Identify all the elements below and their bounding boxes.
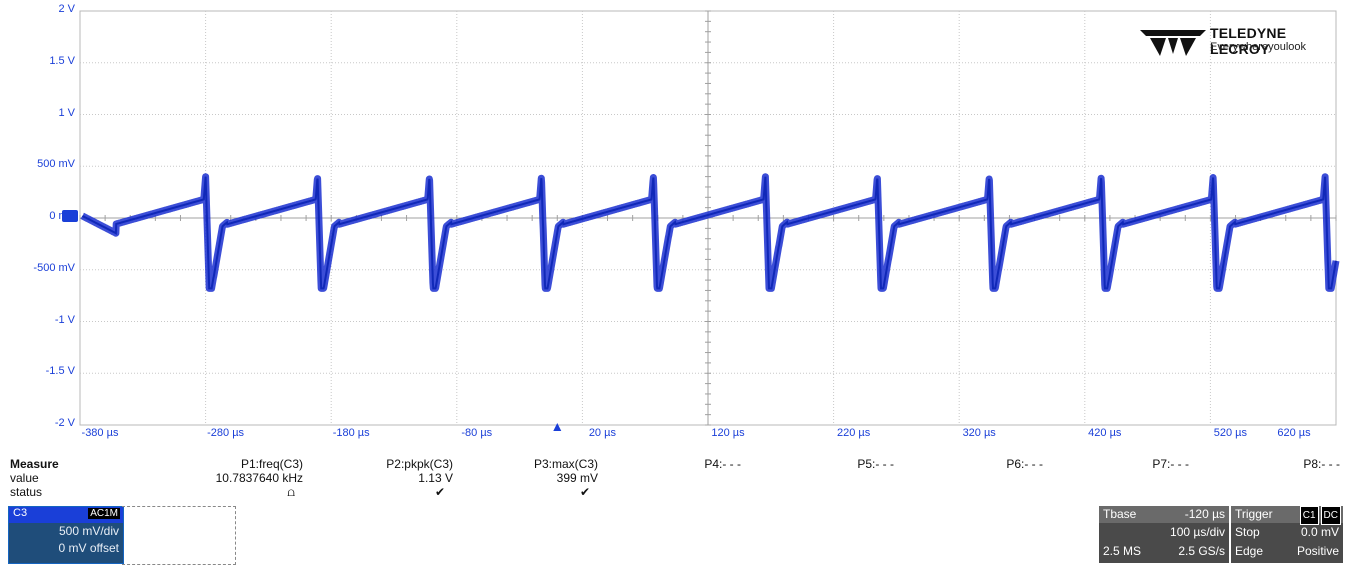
measure-p2-status: ✔ xyxy=(434,485,445,499)
y-axis-label: 1 V xyxy=(58,106,75,119)
measure-p6-name[interactable]: P6:- - - xyxy=(1006,457,1043,471)
brand-tagline: Everywhereyoulook xyxy=(1210,41,1306,53)
measure-p1-value: 10.7837640 kHz xyxy=(215,471,303,485)
y-axis-label: 0 mV xyxy=(49,210,75,222)
empty-descriptor-slot[interactable] xyxy=(122,506,236,565)
y-axis-label: -2 V xyxy=(54,417,75,429)
measure-p7-name[interactable]: P7:- - - xyxy=(1152,457,1189,471)
c3-trace-envelope xyxy=(79,173,1340,292)
trigger-position-marker[interactable] xyxy=(553,423,562,431)
x-axis-label: 120 µs xyxy=(711,427,745,439)
y-axis-label: 500 mV xyxy=(37,158,75,171)
x-axis-label: -380 µs xyxy=(81,427,119,439)
waveform-grid[interactable] xyxy=(0,0,1351,457)
teledyne-lecroy-logo: TELEDYNE LECROY Everywhereyoulook xyxy=(1140,24,1335,58)
channel-c3-descriptor[interactable]: C3 AC1M 500 mV/div 0 mV offset xyxy=(8,506,124,564)
trigger-coupling-badge: DC xyxy=(1320,506,1341,525)
trigger-mode: Stop xyxy=(1235,525,1260,539)
x-axis-label: 520 µs xyxy=(1213,427,1248,439)
x-axis-label: -280 µs xyxy=(207,427,245,439)
measure-panel: Measure value status P1:freq(C3) 10.78376… xyxy=(0,457,1351,507)
trigger-descriptor[interactable]: Trigger C1 DC Stop 0.0 mV Edge Positive xyxy=(1231,506,1343,563)
measure-p3-status: ✔ xyxy=(579,485,590,499)
x-axis-label: -80 µs xyxy=(461,427,493,439)
c3-trace-group xyxy=(79,173,1340,292)
channel-name: C3 xyxy=(13,507,28,519)
channel-scale: 500 mV/div xyxy=(58,524,119,538)
timebase-rate: 2.5 GS/s xyxy=(1178,544,1225,558)
x-axis-label: 20 µs xyxy=(588,427,616,439)
channel-coupling: AC1M xyxy=(88,508,120,519)
timebase-scale: 100 µs/div xyxy=(1170,525,1225,539)
measure-p2-name[interactable]: P2:pkpk(C3) xyxy=(386,457,453,471)
trigger-level: 0.0 mV xyxy=(1300,525,1339,539)
timebase-samples: 2.5 MS xyxy=(1103,544,1142,558)
brand-name: TELEDYNE LECROY xyxy=(1210,25,1287,57)
y-axis-label: -500 mV xyxy=(33,261,75,274)
measure-p1-status: ⩍ xyxy=(287,485,295,499)
measure-p3-value: 399 mV xyxy=(556,471,598,485)
measure-p3-name[interactable]: P3:max(C3) xyxy=(533,457,598,471)
x-axis-label: 220 µs xyxy=(836,427,871,439)
channel-ground-marker[interactable] xyxy=(62,210,78,222)
y-axis-label: -1 V xyxy=(54,313,75,326)
timebase-label: Tbase xyxy=(1103,507,1137,521)
measure-row-status-label: status xyxy=(10,485,43,499)
y-axis-label: 2 V xyxy=(58,3,75,15)
c3-trace xyxy=(81,176,1337,290)
trigger-source-badge: C1 xyxy=(1299,506,1319,525)
trigger-type: Edge xyxy=(1235,544,1264,558)
trigger-slope: Positive xyxy=(1296,544,1339,558)
lecroy-logo-mark xyxy=(1140,30,1206,56)
trigger-label: Trigger xyxy=(1235,507,1273,521)
channel-offset: 0 mV offset xyxy=(58,541,119,555)
measure-p1-name[interactable]: P1:freq(C3) xyxy=(240,457,303,471)
measure-p5-name[interactable]: P5:- - - xyxy=(857,457,894,471)
measure-title: Measure xyxy=(10,457,59,471)
measure-p4-name[interactable]: P4:- - - xyxy=(704,457,741,471)
y-axis-label: 1.5 V xyxy=(49,54,75,67)
x-axis-label: 620 µs xyxy=(1277,427,1311,439)
measure-p2-value: 1.13 V xyxy=(418,471,453,485)
markers-group xyxy=(62,210,562,431)
timebase-descriptor[interactable]: Tbase -120 µs 100 µs/div 2.5 MS 2.5 GS/s xyxy=(1099,506,1229,563)
measure-p8-name[interactable]: P8:- - - xyxy=(1303,457,1340,471)
x-axis-label: -180 µs xyxy=(332,427,370,439)
y-axis-label: -1.5 V xyxy=(45,365,75,378)
x-axis-label: 320 µs xyxy=(962,427,996,439)
timebase-delay: -120 µs xyxy=(1184,507,1225,521)
x-axis-label: 420 µs xyxy=(1088,427,1122,439)
measure-row-value-label: value xyxy=(10,471,39,485)
